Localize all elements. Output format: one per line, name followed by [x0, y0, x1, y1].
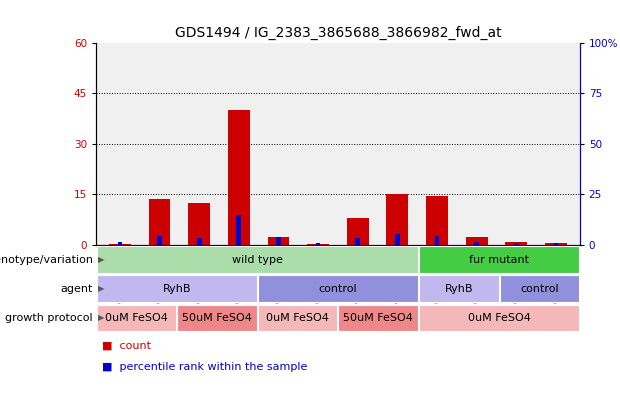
Text: growth protocol: growth protocol — [6, 313, 93, 323]
Text: ▶: ▶ — [98, 284, 104, 293]
Bar — [419, 246, 579, 273]
Bar — [197, 238, 202, 245]
Bar — [307, 244, 329, 245]
Text: control: control — [520, 284, 559, 294]
Bar — [188, 203, 210, 245]
Bar — [505, 242, 527, 245]
Text: ▶: ▶ — [98, 313, 104, 322]
Bar — [97, 275, 257, 302]
Text: agent: agent — [61, 284, 93, 294]
Bar — [500, 275, 579, 302]
Bar — [97, 246, 418, 273]
Text: ■  percentile rank within the sample: ■ percentile rank within the sample — [102, 362, 308, 372]
Text: ▶: ▶ — [98, 255, 104, 264]
Bar — [435, 236, 440, 245]
Bar — [426, 196, 448, 245]
Bar — [236, 215, 241, 245]
Bar — [97, 305, 176, 331]
Bar — [268, 237, 290, 245]
Text: 50uM FeSO4: 50uM FeSO4 — [343, 313, 413, 323]
Text: 50uM FeSO4: 50uM FeSO4 — [182, 313, 252, 323]
Bar — [386, 194, 408, 245]
Bar — [157, 236, 162, 245]
Text: 0uM FeSO4: 0uM FeSO4 — [266, 313, 329, 323]
Bar — [474, 242, 479, 245]
Text: wild type: wild type — [232, 255, 283, 264]
Bar — [109, 244, 131, 245]
Text: genotype/variation: genotype/variation — [0, 255, 93, 264]
Bar — [419, 305, 579, 331]
Bar — [339, 305, 418, 331]
Text: control: control — [319, 284, 357, 294]
Bar — [395, 234, 400, 245]
Text: fur mutant: fur mutant — [469, 255, 529, 264]
Text: RyhB: RyhB — [445, 284, 473, 294]
Bar — [258, 305, 337, 331]
Bar — [177, 305, 257, 331]
Bar — [355, 238, 360, 245]
Bar — [118, 242, 122, 245]
Bar — [466, 237, 487, 245]
Bar — [545, 243, 567, 245]
Title: GDS1494 / IG_2383_3865688_3866982_fwd_at: GDS1494 / IG_2383_3865688_3866982_fwd_at — [175, 26, 501, 40]
Bar — [149, 200, 170, 245]
Text: ■  count: ■ count — [102, 341, 151, 351]
Text: 0uM FeSO4: 0uM FeSO4 — [105, 313, 168, 323]
Bar — [554, 243, 558, 245]
Text: 0uM FeSO4: 0uM FeSO4 — [467, 313, 531, 323]
Bar — [347, 218, 369, 245]
Bar — [316, 243, 321, 245]
Bar — [228, 110, 250, 245]
Bar — [276, 237, 281, 245]
Bar — [258, 275, 418, 302]
Bar — [514, 243, 519, 245]
Text: RyhB: RyhB — [162, 284, 191, 294]
Bar — [419, 275, 498, 302]
